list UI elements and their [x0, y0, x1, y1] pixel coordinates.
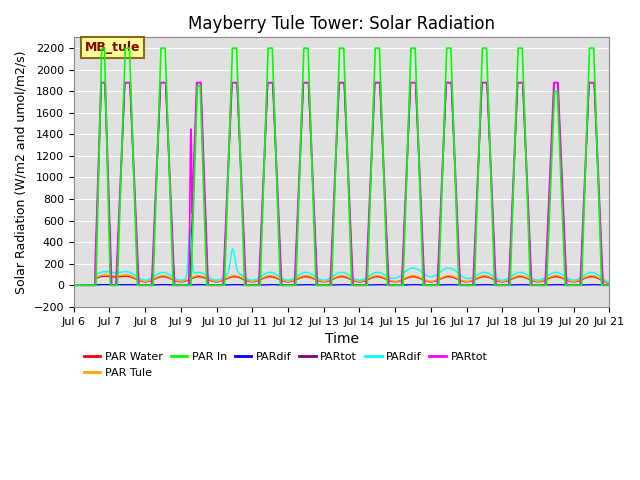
X-axis label: Time: Time	[324, 332, 358, 346]
Y-axis label: Solar Radiation (W/m2 and umol/m2/s): Solar Radiation (W/m2 and umol/m2/s)	[15, 50, 28, 294]
Title: Mayberry Tule Tower: Solar Radiation: Mayberry Tule Tower: Solar Radiation	[188, 15, 495, 33]
Text: MB_tule: MB_tule	[84, 41, 140, 54]
Legend: PAR Water, PAR Tule, PAR In, PARdif, PARtot, PARdif, PARtot: PAR Water, PAR Tule, PAR In, PARdif, PAR…	[79, 348, 492, 382]
